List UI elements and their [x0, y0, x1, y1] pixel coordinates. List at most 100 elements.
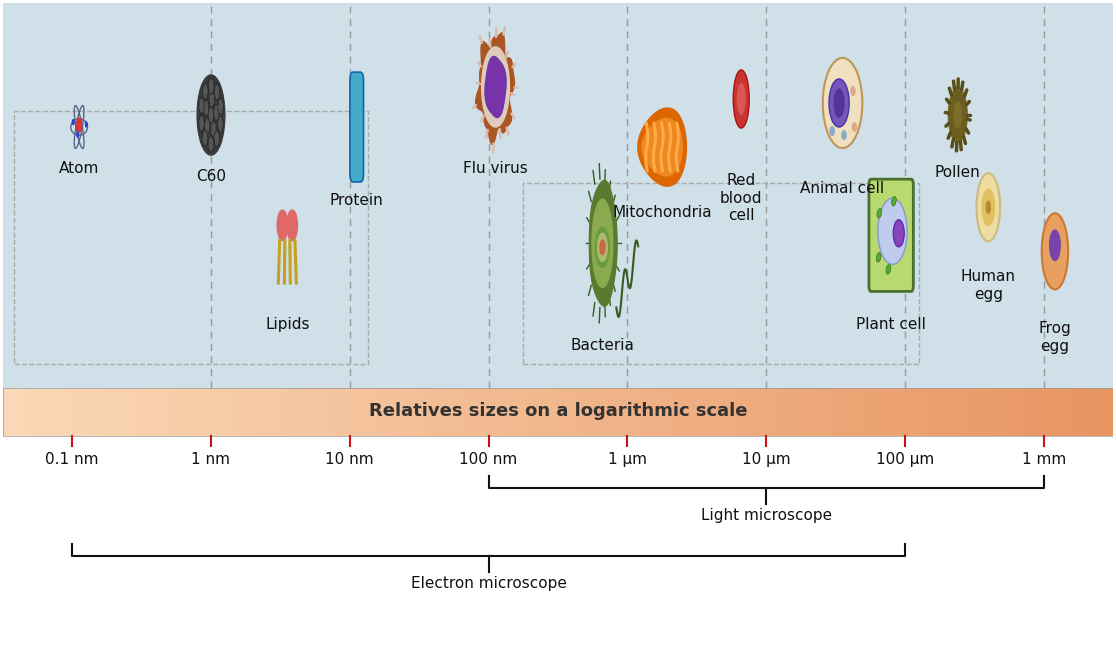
Bar: [555, 387, 558, 436]
Bar: [1084, 387, 1087, 436]
Bar: [317, 387, 321, 436]
Bar: [66, 387, 69, 436]
Bar: [36, 387, 40, 436]
Bar: [395, 387, 398, 436]
Bar: [44, 387, 47, 436]
Circle shape: [982, 189, 994, 225]
Bar: [658, 387, 662, 436]
Ellipse shape: [829, 126, 835, 136]
Bar: [240, 387, 243, 436]
Bar: [617, 387, 620, 436]
Bar: [994, 387, 999, 436]
Bar: [924, 387, 929, 436]
Bar: [206, 387, 210, 436]
Bar: [144, 387, 147, 436]
Bar: [729, 387, 732, 436]
Polygon shape: [202, 83, 209, 100]
Bar: [702, 387, 706, 436]
Circle shape: [963, 110, 966, 120]
Bar: [21, 387, 25, 436]
Bar: [758, 387, 761, 436]
Bar: [417, 387, 421, 436]
Bar: [628, 387, 632, 436]
Bar: [695, 387, 699, 436]
Bar: [584, 387, 588, 436]
Circle shape: [277, 210, 288, 241]
Polygon shape: [214, 130, 220, 148]
Bar: [876, 387, 881, 436]
Bar: [218, 387, 221, 436]
Bar: [10, 387, 13, 436]
Bar: [451, 387, 454, 436]
Circle shape: [596, 227, 609, 268]
Bar: [858, 387, 862, 436]
Bar: [369, 387, 373, 436]
Bar: [620, 387, 625, 436]
Bar: [251, 387, 254, 436]
Bar: [609, 387, 614, 436]
Bar: [488, 387, 491, 436]
Bar: [84, 387, 88, 436]
Text: Bacteria: Bacteria: [570, 337, 634, 353]
Circle shape: [77, 132, 78, 137]
Text: 1 μm: 1 μm: [608, 452, 647, 467]
Bar: [2, 387, 7, 436]
Bar: [662, 387, 665, 436]
Bar: [929, 387, 932, 436]
FancyBboxPatch shape: [869, 179, 913, 291]
Bar: [462, 387, 465, 436]
Bar: [862, 387, 865, 436]
Bar: [258, 387, 262, 436]
Bar: [884, 387, 887, 436]
Bar: [536, 387, 539, 436]
Text: Light microscope: Light microscope: [701, 508, 831, 523]
Bar: [769, 387, 772, 436]
Text: Pollen: Pollen: [935, 165, 981, 180]
Polygon shape: [485, 57, 507, 117]
Bar: [999, 387, 1002, 436]
Circle shape: [950, 104, 953, 114]
Bar: [902, 387, 906, 436]
Bar: [873, 387, 876, 436]
Bar: [429, 387, 432, 436]
Bar: [843, 387, 847, 436]
Bar: [7, 387, 10, 436]
Bar: [673, 387, 676, 436]
Bar: [603, 387, 606, 436]
Bar: [632, 387, 636, 436]
Bar: [1024, 387, 1028, 436]
Text: C60: C60: [196, 169, 225, 184]
Circle shape: [86, 122, 87, 127]
Bar: [2, 3, 1114, 387]
Bar: [687, 387, 691, 436]
Ellipse shape: [886, 264, 891, 274]
Bar: [718, 387, 721, 436]
Bar: [299, 387, 302, 436]
Ellipse shape: [841, 130, 847, 140]
Bar: [80, 387, 84, 436]
Bar: [906, 387, 910, 436]
Ellipse shape: [893, 219, 904, 247]
Bar: [523, 183, 918, 364]
Polygon shape: [209, 91, 214, 108]
Bar: [496, 387, 499, 436]
Bar: [414, 387, 417, 436]
Bar: [1028, 387, 1032, 436]
Bar: [561, 387, 566, 436]
Bar: [184, 387, 187, 436]
Bar: [376, 387, 381, 436]
Bar: [32, 387, 36, 436]
Bar: [740, 387, 743, 436]
Bar: [795, 387, 799, 436]
Bar: [181, 387, 184, 436]
Bar: [772, 387, 777, 436]
Bar: [1103, 387, 1106, 436]
Bar: [625, 387, 628, 436]
Bar: [783, 387, 788, 436]
Bar: [932, 387, 935, 436]
Bar: [176, 387, 181, 436]
Circle shape: [951, 122, 954, 131]
Bar: [291, 387, 296, 436]
Bar: [29, 387, 32, 436]
Bar: [499, 387, 502, 436]
